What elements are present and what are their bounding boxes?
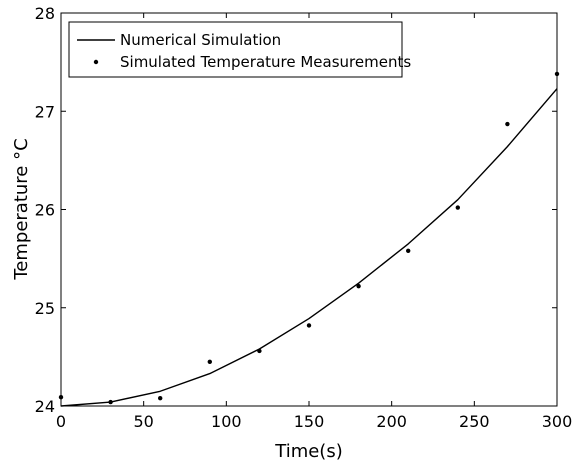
measurement-point: [306, 323, 312, 328]
measurement-point: [455, 205, 460, 210]
x-axis-ticks: 0 50 100 150 200 250 300: [56, 13, 572, 431]
x-tick-label: 250: [459, 412, 490, 431]
x-tick-label: 0: [56, 412, 66, 431]
y-tick-label: 25: [35, 299, 55, 318]
x-tick-label: 300: [542, 412, 572, 431]
y-tick-label: 27: [35, 102, 55, 121]
legend-label-simulated-measurements: Simulated Temperature Measurements: [120, 53, 411, 71]
series-line-numerical-simulation: [60, 88, 558, 407]
measurement-point: [207, 359, 212, 364]
legend: Numerical Simulation Simulated Temperatu…: [68, 21, 411, 78]
x-tick-label: 100: [211, 412, 242, 431]
measurement-point: [158, 395, 163, 401]
y-axis-ticks: 24 25 26 27 28: [35, 4, 557, 416]
plot-area-background: [61, 13, 557, 406]
measurement-point: [356, 283, 361, 289]
x-tick-label: 50: [133, 412, 153, 431]
legend-box: [68, 21, 403, 78]
x-axis-label: Time(s): [274, 441, 342, 462]
y-tick-label: 24: [35, 397, 55, 416]
measurement-point: [505, 121, 510, 127]
legend-marker-swatch: [93, 59, 99, 65]
legend-label-numerical-simulation: Numerical Simulation: [120, 31, 281, 49]
plot-area-frame: [60, 12, 558, 407]
y-tick-label: 26: [35, 201, 55, 220]
measurement-point: [406, 248, 411, 253]
measurement-point: [257, 348, 262, 354]
y-axis-label: Temperature °C: [11, 138, 32, 280]
x-tick-label: 150: [294, 412, 325, 431]
measurement-point: [108, 399, 113, 405]
x-tick-label: 200: [376, 412, 407, 431]
y-tick-label: 28: [35, 4, 55, 23]
